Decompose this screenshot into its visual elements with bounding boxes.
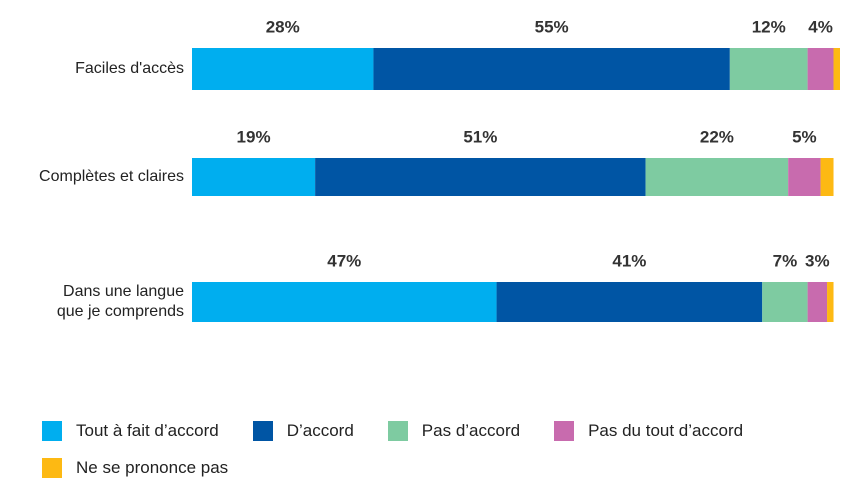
- bar-segment: [788, 158, 821, 196]
- value-label: 3%: [805, 251, 830, 270]
- bar-segment: [192, 158, 316, 196]
- value-label: 4%: [808, 17, 833, 36]
- legend-item: Tout à fait d’accord: [42, 420, 219, 442]
- category-label: Complètes et claires: [39, 168, 184, 185]
- legend-swatch: [42, 458, 62, 478]
- legend: Tout à fait d’accord D’accord Pas d’accord…: [42, 420, 832, 479]
- legend-swatch: [554, 421, 575, 441]
- value-label: 55%: [535, 17, 569, 36]
- plot: 28% 55% 12% 4% 19% 51% 22% 5% 47% 41% 7% 3%: [192, 17, 840, 322]
- bar-segment: [729, 48, 808, 90]
- bar-segment: [820, 158, 834, 196]
- bar-segment: [192, 282, 497, 322]
- legend-label: Tout à fait d’accord: [76, 421, 219, 440]
- bar-segment: [645, 158, 789, 196]
- category-label: Dans une langue que je comprends: [56, 283, 184, 320]
- value-label: 5%: [792, 127, 817, 146]
- legend-swatch: [387, 421, 408, 441]
- legend-item: D’accord: [252, 420, 354, 442]
- legend-item: Ne se prononce pas: [42, 457, 228, 479]
- bar-segment: [496, 282, 763, 322]
- category-label: Faciles d'accès: [75, 60, 184, 77]
- legend-label: Pas du tout d’accord: [588, 421, 744, 440]
- legend-label: Pas d’accord: [421, 421, 521, 440]
- bar-segment: [192, 48, 374, 90]
- value-label: 7%: [773, 251, 798, 270]
- legend-swatch: [42, 421, 62, 441]
- legend-item: Pas du tout d’accord: [554, 420, 743, 442]
- bar-segment: [762, 282, 808, 322]
- value-label: 41%: [612, 251, 646, 270]
- bar-segment: [373, 48, 730, 90]
- legend-label: D’accord: [286, 421, 354, 440]
- bar-segment: [827, 282, 834, 322]
- value-label: 12%: [752, 17, 786, 36]
- legend-label: Ne se prononce pas: [76, 458, 229, 477]
- value-label: 51%: [463, 127, 497, 146]
- legend-item: Pas d’accord: [387, 420, 521, 442]
- value-label: 19%: [237, 127, 271, 146]
- bar-segment: [315, 158, 646, 196]
- bar-segment: [807, 48, 834, 90]
- legend-swatch: [252, 421, 273, 441]
- bar-segment: [807, 282, 828, 322]
- value-label: 47%: [327, 251, 361, 270]
- bar-segment: [833, 48, 840, 90]
- value-label: 28%: [266, 17, 300, 36]
- value-label: 22%: [700, 127, 734, 146]
